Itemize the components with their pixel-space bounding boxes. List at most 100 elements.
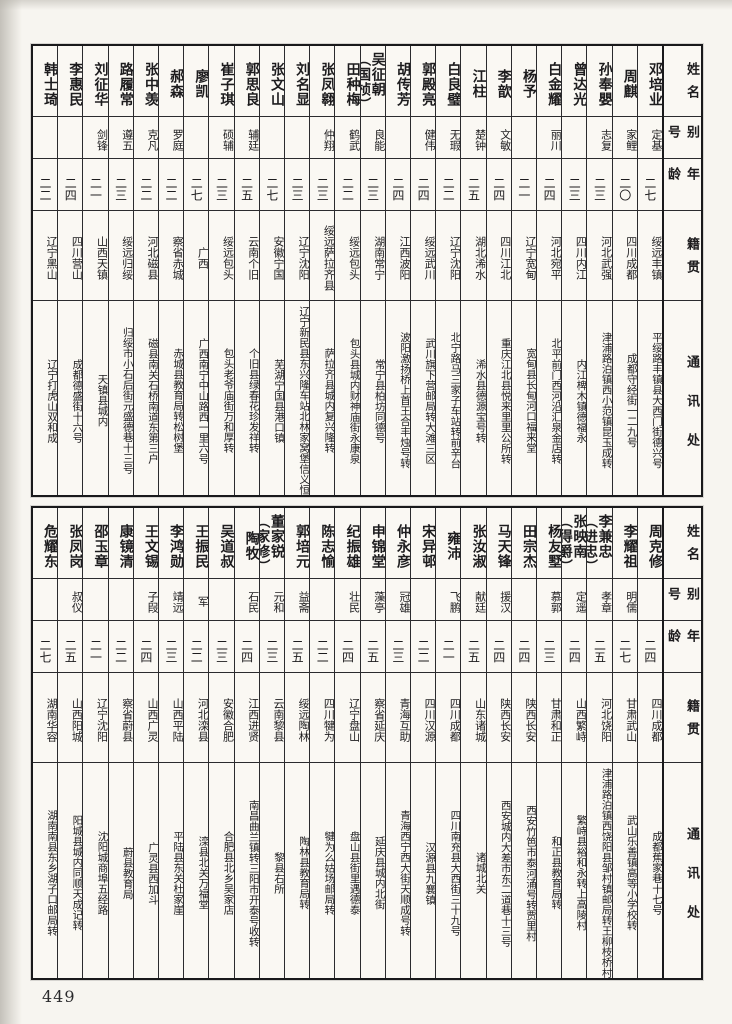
person-column: 陶牧 石民 二四 江西进贤 南昌曲兰镇转三阳市开泰号收转 [233, 508, 259, 978]
native-cell: 山西阳城 [58, 672, 83, 762]
name-cell: 李歆 [495, 69, 511, 99]
address-cell: 赤城县教育局转松树堡 [158, 300, 184, 495]
age-cell: 二三 [385, 620, 410, 672]
address-cell: 辽宁打虎山双和成 [32, 300, 58, 495]
native-cell: 山西繁峙 [562, 672, 587, 762]
person-column: 白良璧 无瑕 二二 辽宁沈阳 北宁路马三家子车站转前辛台 [435, 46, 461, 495]
alias-cell: 良能 [360, 116, 385, 158]
person-column: 张中羡 克凡 二二 河北磁县 磁县南关石桥南道东第三户 [132, 46, 158, 495]
address-cell: 内江椑木镇德福永 [562, 300, 587, 495]
native-cell: 云南黎县 [259, 672, 284, 762]
page-number: 449 [42, 987, 76, 1006]
person-column: 康镜清 二二 察省蔚县 蔚县教育局 [107, 508, 133, 978]
person-column: 白金耀 丽川 二四 河北宛平 北平前门西河沿汇泉金店转 [535, 46, 562, 495]
address-cell: 包头县城内财神庙街永康泉 [335, 300, 360, 495]
alias-cell: 楚钟 [461, 116, 486, 158]
person-column: 曾达光 二三 四川内江 内江椑木镇德福永 [561, 46, 587, 495]
age-cell: 二五 [284, 620, 310, 672]
address-cell: 合肥县北乡吴家店 [209, 762, 234, 978]
native-cell: 陕西长安 [486, 672, 511, 762]
native-cell: 察省赤城 [158, 210, 184, 300]
native-cell: 辽宁沈阳 [436, 210, 461, 300]
address-cell: 陶林县教育局转 [284, 762, 310, 978]
age-cell: 二〇 [612, 158, 637, 210]
person-column: 张汝淑 献廷 二五 山东诸城 诸城北关 [460, 508, 486, 978]
address-cell: 诸城北关 [461, 762, 486, 978]
directory-table-top: 姓名 别号 年龄 籍贯 通讯处 邓培业 定基 二七 绥远丰镇 平绥路丰镇县大西门街德兴号… [31, 44, 703, 497]
alias-cell [511, 116, 536, 158]
native-cell: 湖南常宁 [360, 210, 385, 300]
native-cell: 绥远丰镇 [637, 210, 662, 300]
native-cell: 河北滦县 [184, 672, 209, 762]
person-column: 吴征朝（国桢） 良能 二三 湖南常宁 常宁县柏坊同德号 [359, 46, 385, 495]
alias-cell: 硕辅 [209, 116, 234, 158]
name-cell: 王振民 [193, 523, 209, 569]
alias-cell: 冠雄 [385, 578, 410, 620]
address-cell: 广西南宁中山路西一里六号 [184, 300, 209, 495]
native-cell: 山西平陆 [158, 672, 184, 762]
address-cell: 常宁县柏坊同德号 [360, 300, 385, 495]
person-column: 纪振雄 壮民 二四 辽宁盘山 盘山县街里遇德泰 [334, 508, 360, 978]
native-cell: 甘肃武山 [612, 672, 637, 762]
name-cell: 韩士琦 [42, 61, 58, 107]
age-cell: 二二 [184, 620, 209, 672]
header-native-place: 籍贯 [664, 210, 701, 300]
address-cell: 南昌曲兰镇转三阳市开泰号收转 [234, 762, 259, 978]
address-cell: 浠水县德源宝号转 [461, 300, 486, 495]
alias-cell: 辅廷 [234, 116, 259, 158]
address-cell: 西安竹笆市泰河涌号转贾里村 [511, 762, 536, 978]
address-cell: 成都德盛街十六号 [58, 300, 83, 495]
alias-cell: 定遥 [562, 578, 587, 620]
age-cell: 二一 [436, 620, 461, 672]
age-cell: 二四 [410, 158, 436, 210]
address-cell: 萨拉齐县城内复兴隆转 [310, 300, 335, 495]
alias-cell: 明儒 [612, 578, 637, 620]
native-cell: 绥远萨拉齐县 [310, 210, 335, 300]
person-column: 杨友墅 慕郭 二三 甘肃和正 和正县教育局转 [535, 508, 562, 978]
native-cell: 绥远包头 [209, 210, 234, 300]
name-cell: 郭培元 [294, 523, 310, 569]
name-cell: 孙奉嬰 [596, 61, 612, 107]
header-age: 年龄 [664, 620, 701, 672]
row-header-column: 姓名 别号 年龄 籍贯 通讯处 [662, 46, 701, 495]
age-cell: 二一 [511, 158, 536, 210]
person-column: 刘征华 剑锋 二一 山西天镇 天镇县城内 [82, 46, 108, 495]
header-alias: 别号 [664, 578, 701, 620]
age-cell: 二二 [436, 158, 461, 210]
header-alias: 别号 [664, 116, 701, 158]
person-column: 刘名显 二三 辽宁沈阳 辽宁新民县东兴隆车站北林家窝堡信义恒 [283, 46, 310, 495]
address-cell: 犍为么姑场邮局转 [310, 762, 335, 978]
address-cell: 天镇县城内 [83, 300, 108, 495]
native-cell: 云南个旧 [234, 210, 259, 300]
person-column: 吴道叔 二三 安徽合肥 合肥县北乡吴家店 [208, 508, 234, 978]
address-cell: 蔚县教育局 [108, 762, 133, 978]
name-cell: 刘征华 [92, 61, 108, 107]
address-cell: 盘山县街里遇德泰 [335, 762, 360, 978]
age-cell: 二二 [133, 158, 158, 210]
age-cell: 二四 [335, 620, 360, 672]
person-column: 郝森 罗庭 二二 察省赤城 赤城县教育局转松树堡 [157, 46, 184, 495]
name-cell: 刘名显 [294, 61, 310, 107]
alias-cell: 慕郭 [536, 578, 562, 620]
address-cell: 阳城县城内同顺天成记转 [58, 762, 83, 978]
age-cell: 二三 [587, 158, 612, 210]
alias-cell: 元和 [259, 578, 284, 620]
name-cell: 邓培业 [647, 61, 662, 107]
age-cell: 二三 [158, 620, 184, 672]
address-cell: 波阳激扬桥上首王合丰烛号转 [385, 300, 410, 495]
alias-cell [32, 116, 58, 158]
age-cell: 二五 [58, 620, 83, 672]
header-age: 年龄 [664, 158, 701, 210]
address-cell: 延庆县城内北街 [360, 762, 385, 978]
alias-cell: 志复 [587, 116, 612, 158]
person-column: 江柱 楚钟 二五 湖北浠水 浠水县德源宝号转 [460, 46, 486, 495]
name-cell: 张映南（得爵） [562, 514, 587, 574]
native-cell: 甘肃和正 [536, 672, 562, 762]
native-cell: 绥远武川 [410, 210, 436, 300]
alias-cell: 鹤武 [335, 116, 360, 158]
age-cell: 二一 [83, 158, 108, 210]
alias-cell: 军 [184, 578, 209, 620]
person-column: 宋异邨 二二 四川汉源 汉源县九襄镇 [409, 508, 436, 978]
alias-cell: 孝章 [587, 578, 612, 620]
name-cell: 曾达光 [571, 61, 587, 107]
